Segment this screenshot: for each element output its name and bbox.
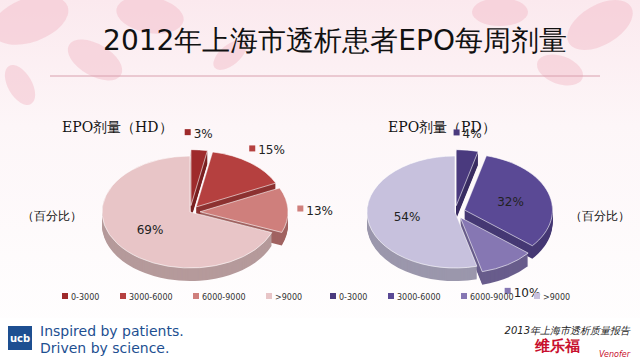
legend-swatch bbox=[193, 293, 199, 299]
petal bbox=[0, 0, 75, 54]
chart-title: EPO剂量（HD） bbox=[62, 119, 173, 135]
legend-label: >9000 bbox=[275, 293, 302, 302]
legend-swatch bbox=[330, 293, 336, 299]
data-label: 13% bbox=[306, 204, 333, 218]
legend-label: 3000-6000 bbox=[129, 293, 173, 302]
pie-chart: EPO剂量（PD）（百分比）4%32%10%54%0-30003000-6000… bbox=[330, 119, 630, 302]
pie-slices bbox=[102, 150, 288, 268]
petal bbox=[0, 60, 41, 110]
brand: 维乐福 bbox=[534, 337, 580, 355]
data-label: 3% bbox=[194, 127, 213, 141]
legend-label: 6000-9000 bbox=[202, 293, 246, 302]
pie-chart: EPO剂量（HD） （百分比） 3% 15% 13% 69% 0-3000 3000-6000… bbox=[22, 119, 333, 302]
legend-swatch bbox=[62, 293, 68, 299]
legend-label: 6000-9000 bbox=[470, 293, 514, 302]
data-label: 54% bbox=[394, 210, 421, 224]
legend-label: >9000 bbox=[543, 293, 570, 302]
label-key bbox=[297, 206, 303, 212]
pie-slices bbox=[367, 150, 553, 272]
pie-slice bbox=[102, 156, 272, 268]
data-label: 10% bbox=[514, 286, 541, 300]
legend-swatch bbox=[461, 293, 467, 299]
footer-band bbox=[0, 318, 640, 360]
legend-swatch bbox=[120, 293, 126, 299]
legend-label: 0-3000 bbox=[71, 293, 99, 302]
logo-box bbox=[8, 326, 32, 350]
pie-slice bbox=[367, 156, 477, 268]
tagline: Inspired by patients. bbox=[40, 323, 184, 339]
legend-label: 0-3000 bbox=[339, 293, 367, 302]
pie-sides bbox=[102, 151, 288, 281]
source: 2013年上海市透析质量报告 bbox=[505, 325, 631, 336]
canvas: 2012年上海市透析患者EPO每周剂量 EPO剂量（HD） （百分比） 3% 15% 13… bbox=[0, 0, 640, 360]
brand-en: Venofer bbox=[599, 350, 631, 359]
legend-swatch bbox=[266, 293, 272, 299]
legend: 0-3000 3000-6000 6000-9000 >9000 bbox=[62, 293, 302, 302]
petal bbox=[472, 0, 528, 26]
label-key bbox=[454, 129, 460, 135]
title-rule bbox=[50, 76, 600, 77]
logo-text: ucb bbox=[10, 333, 30, 344]
data-label: 4% bbox=[463, 127, 482, 141]
data-label: 15% bbox=[258, 143, 285, 157]
slide-title: 2012年上海市透析患者EPO每周剂量 bbox=[103, 24, 567, 57]
legend-swatch bbox=[388, 293, 394, 299]
background bbox=[0, 0, 640, 360]
legend-label: 3000-6000 bbox=[397, 293, 441, 302]
petal bbox=[559, 0, 640, 60]
chart-subtitle: （百分比） bbox=[22, 209, 82, 223]
legend-swatch bbox=[534, 293, 540, 299]
pie-sides bbox=[367, 151, 553, 285]
label-key bbox=[185, 129, 191, 135]
slide: 2012年上海市透析患者EPO每周剂量 EPO剂量（HD） （百分比） 3% 15% 13… bbox=[0, 0, 640, 360]
legend: 0-3000 3000-6000 6000-9000 >9000 bbox=[330, 293, 570, 302]
label-key bbox=[249, 145, 255, 151]
tagline: Driven by science. bbox=[40, 340, 169, 356]
chart-subtitle: （百分比） bbox=[570, 209, 630, 223]
data-label: 69% bbox=[137, 223, 164, 237]
data-label: 32% bbox=[497, 195, 524, 209]
